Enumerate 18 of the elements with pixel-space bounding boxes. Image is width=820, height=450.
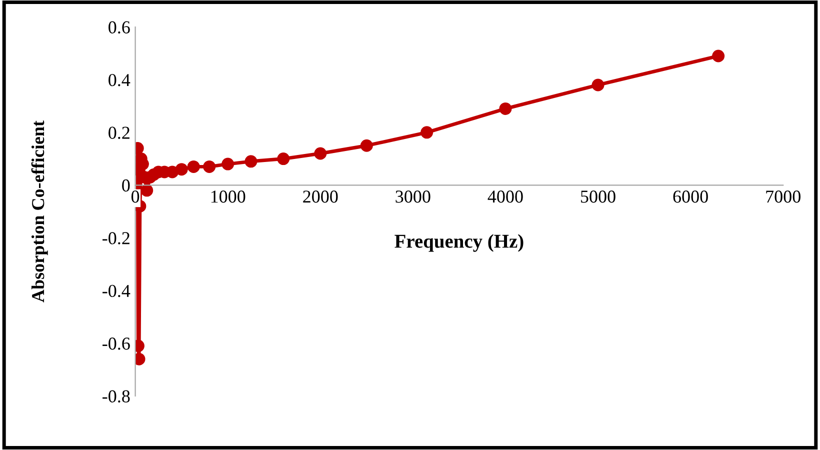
x-tick-label: 0 <box>131 190 140 203</box>
y-tick-label: -0.6 <box>102 338 130 350</box>
y-tick-label: 0.6 <box>108 21 130 34</box>
y-axis-title: Absorption Co-efficient <box>31 120 48 302</box>
y-tick-label: -0.2 <box>102 232 130 244</box>
x-tick-label: 7000 <box>766 190 800 203</box>
x-tick-label: 4000 <box>488 190 523 203</box>
x-axis-title: Frequency (Hz) <box>394 234 524 252</box>
y-tick-label: 0.4 <box>108 74 130 86</box>
x-tick-label: 6000 <box>673 190 708 203</box>
y-tick-label: -0.4 <box>102 284 130 298</box>
x-tick-label: 5000 <box>581 190 616 203</box>
x-tick-label: 2000 <box>303 190 338 203</box>
x-tick-label: 3000 <box>396 190 430 203</box>
y-tick-label: 0.2 <box>108 126 130 139</box>
x-tick-label: 1000 <box>211 190 246 203</box>
y-tick-label: 0 <box>122 179 130 192</box>
y-tick-label: -0.8 <box>102 390 130 403</box>
